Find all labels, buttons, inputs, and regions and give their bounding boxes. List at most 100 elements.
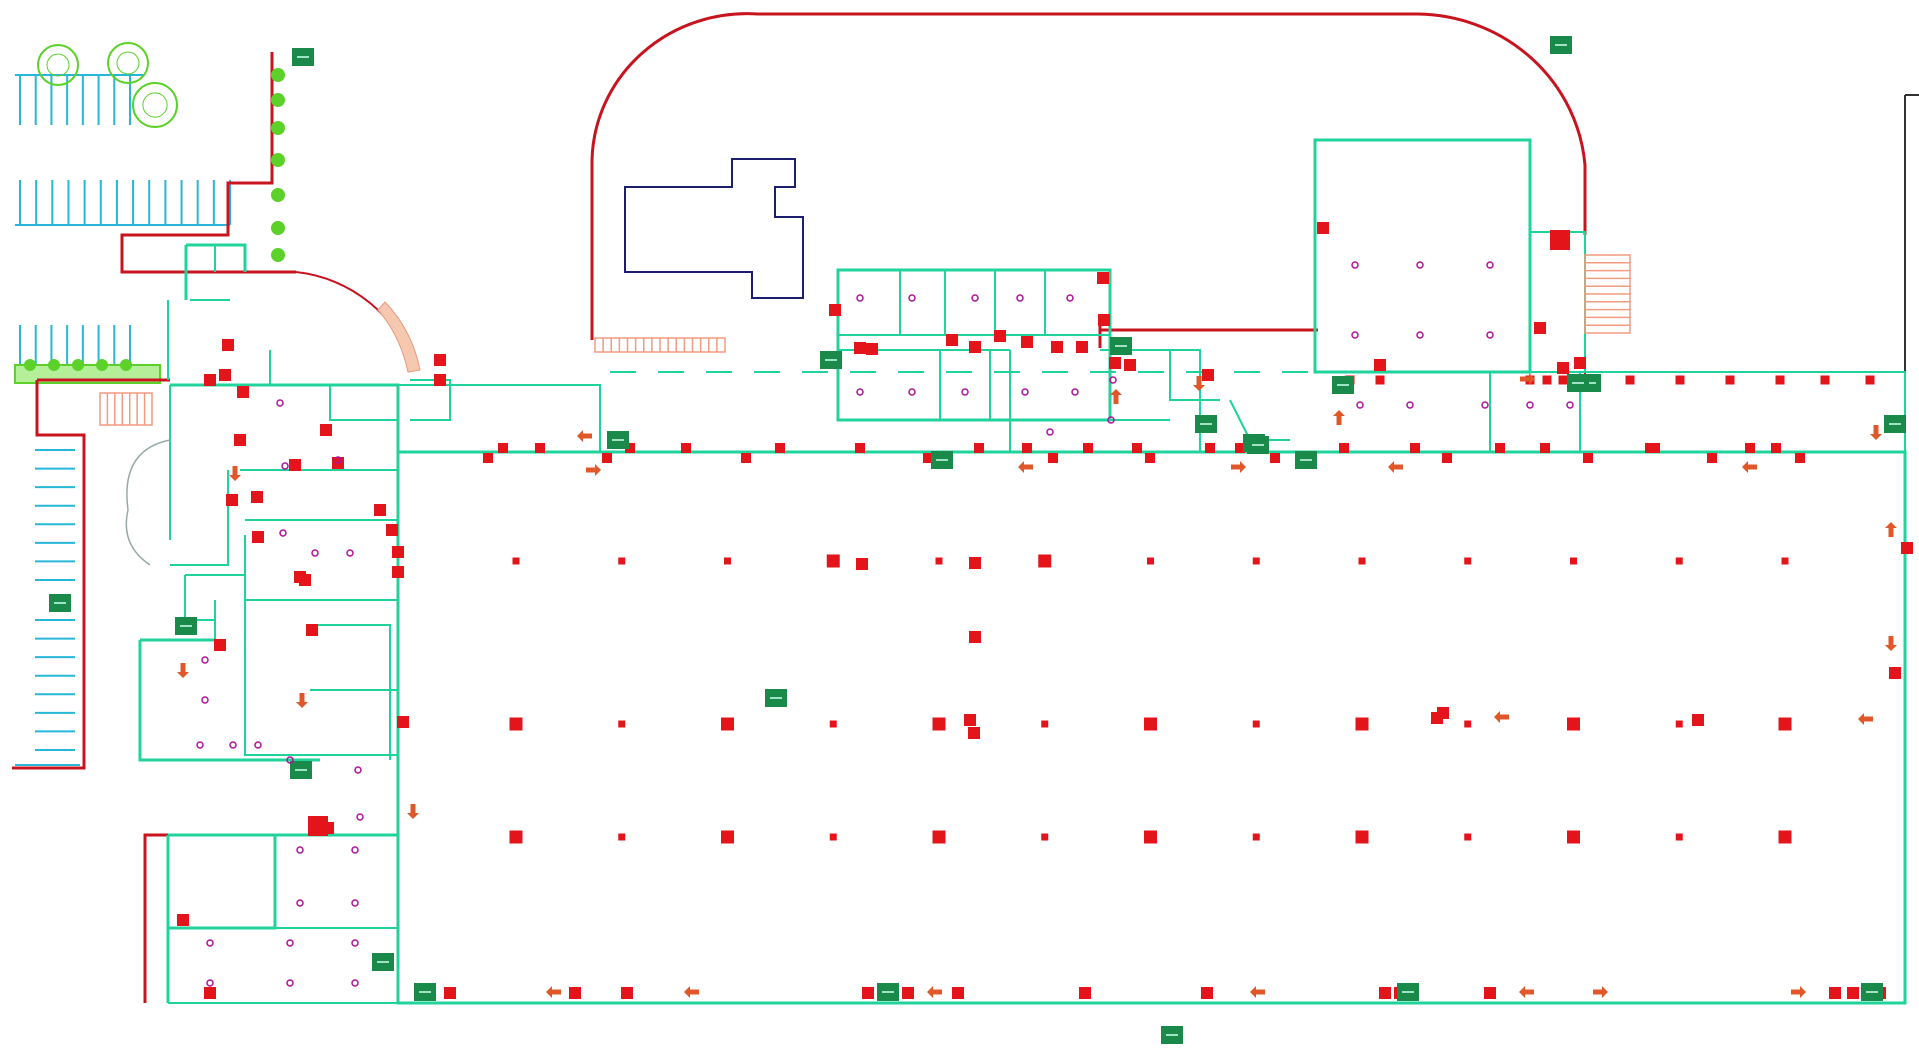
fire-extinguisher-icon [1079,987,1091,999]
fire-extinguisher-icon [1781,557,1789,565]
tree-icon [46,53,70,77]
fire-extinguisher-icon [392,566,404,578]
entrance-ramp [377,301,421,373]
fire-extinguisher-icon [724,557,731,565]
fire-extinguisher-icon [1144,830,1157,844]
fire-extinguisher-icon [294,571,306,583]
emergency-exit-sign-icon [1884,415,1906,433]
fire-extinguisher-icon [1725,375,1735,385]
smoke-detector-icon [908,388,916,396]
smoke-detector-icon [961,388,969,396]
smoke-detector-icon [354,766,362,774]
fire-extinguisher-icon [1745,443,1755,453]
fire-extinguisher-icon [512,557,520,565]
fire-extinguisher-icon [826,554,840,568]
fire-extinguisher-icon [251,491,263,503]
smoke-detector-icon [356,813,364,821]
evacuation-arrow-icon [1519,986,1534,998]
smoke-detector-icon [1416,261,1424,269]
smoke-detector-icon [201,696,209,704]
fire-extinguisher-icon [1205,443,1215,453]
fire-extinguisher-icon [621,987,633,999]
fire-extinguisher-icon [1865,375,1875,385]
fire-extinguisher-icon [1076,341,1088,353]
fire-extinguisher-icon [829,720,837,728]
fire-extinguisher-icon [862,987,874,999]
room-wall [410,379,451,421]
emergency-exit-sign-icon [1332,376,1354,394]
fire-extinguisher-icon [1252,557,1260,565]
evacuation-arrow-icon [1858,713,1873,725]
smoke-detector-icon [206,979,214,987]
emergency-exit-sign-icon [1567,374,1589,392]
fire-extinguisher-icon [932,830,946,844]
emergency-exit-sign-icon [931,451,953,469]
fire-extinguisher-icon [1484,987,1496,999]
smoke-detector-icon [296,899,304,907]
fire-extinguisher-icon [1820,375,1830,385]
fire-extinguisher-icon [1252,833,1260,841]
room-wall [329,385,398,421]
smoke-detector-icon [1351,261,1359,269]
smoke-detector-icon [1046,428,1054,436]
fire-extinguisher-icon [252,531,264,543]
evacuation-arrow-icon [296,693,308,708]
fire-extinguisher-icon [509,830,523,844]
fire-extinguisher-icon [222,339,234,351]
tree-icon [116,51,140,75]
smoke-detector-icon [334,456,342,464]
fire-extinguisher-icon [219,369,231,381]
smoke-detector-icon [856,294,864,302]
fire-extinguisher-icon [1375,375,1385,385]
emergency-exit-sign-icon [1161,1026,1183,1044]
fire-extinguisher-icon [1550,230,1570,250]
fire-extinguisher-icon [204,987,216,999]
fire-extinguisher-icon [1144,717,1157,731]
fire-extinguisher-icon [1775,375,1785,385]
smoke-detector-icon [1356,401,1364,409]
evacuation-arrow-icon [1494,711,1509,723]
fire-extinguisher-icon [1464,833,1472,841]
emergency-exit-sign-icon [1295,451,1317,469]
evacuation-arrow-icon [1231,461,1246,473]
smoke-detector-icon [1416,331,1424,339]
smoke-detector-icon [1071,388,1079,396]
fire-extinguisher-icon [444,987,456,999]
evacuation-arrow-icon [177,663,189,678]
smoke-detector-icon [1021,388,1029,396]
exterior-wall [143,833,170,1003]
fire-extinguisher-icon [1124,359,1136,371]
fire-extinguisher-icon [721,717,734,731]
fire-extinguisher-icon [1495,443,1505,453]
smoke-detector-icon [281,462,289,470]
fire-extinguisher-icon [1410,443,1420,453]
fire-extinguisher-icon [968,727,980,739]
fire-extinguisher-icon [1145,453,1155,463]
exterior-wall [12,380,86,770]
evacuation-arrow-icon [1520,373,1535,385]
fire-extinguisher-icon [509,717,523,731]
shrub-icon [271,153,285,167]
smoke-detector-icon [279,529,287,537]
fire-extinguisher-icon [866,343,878,355]
fire-extinguisher-icon [386,524,398,536]
fire-extinguisher-icon [1083,443,1093,453]
emergency-exit-sign-icon [877,983,899,1001]
evacuation-arrow-icon [1791,986,1806,998]
fire-extinguisher-icon [1574,357,1586,369]
walkway-curve [125,439,171,566]
tree-icon [142,92,168,118]
fire-extinguisher-icon [829,304,841,316]
fire-extinguisher-icon [1097,272,1109,284]
shrub-icon [96,359,108,371]
fire-extinguisher-icon [1540,443,1550,453]
shrub-icon [72,359,84,371]
evacuation-arrow-icon [407,804,419,819]
evacuation-arrow-icon [577,430,592,442]
emergency-exit-sign-icon [1110,337,1132,355]
fire-extinguisher-icon [1355,717,1369,731]
fire-extinguisher-icon [1252,720,1260,728]
evacuation-arrow-icon [586,464,601,476]
fire-extinguisher-icon [681,443,691,453]
fire-extinguisher-icon [1109,357,1121,369]
